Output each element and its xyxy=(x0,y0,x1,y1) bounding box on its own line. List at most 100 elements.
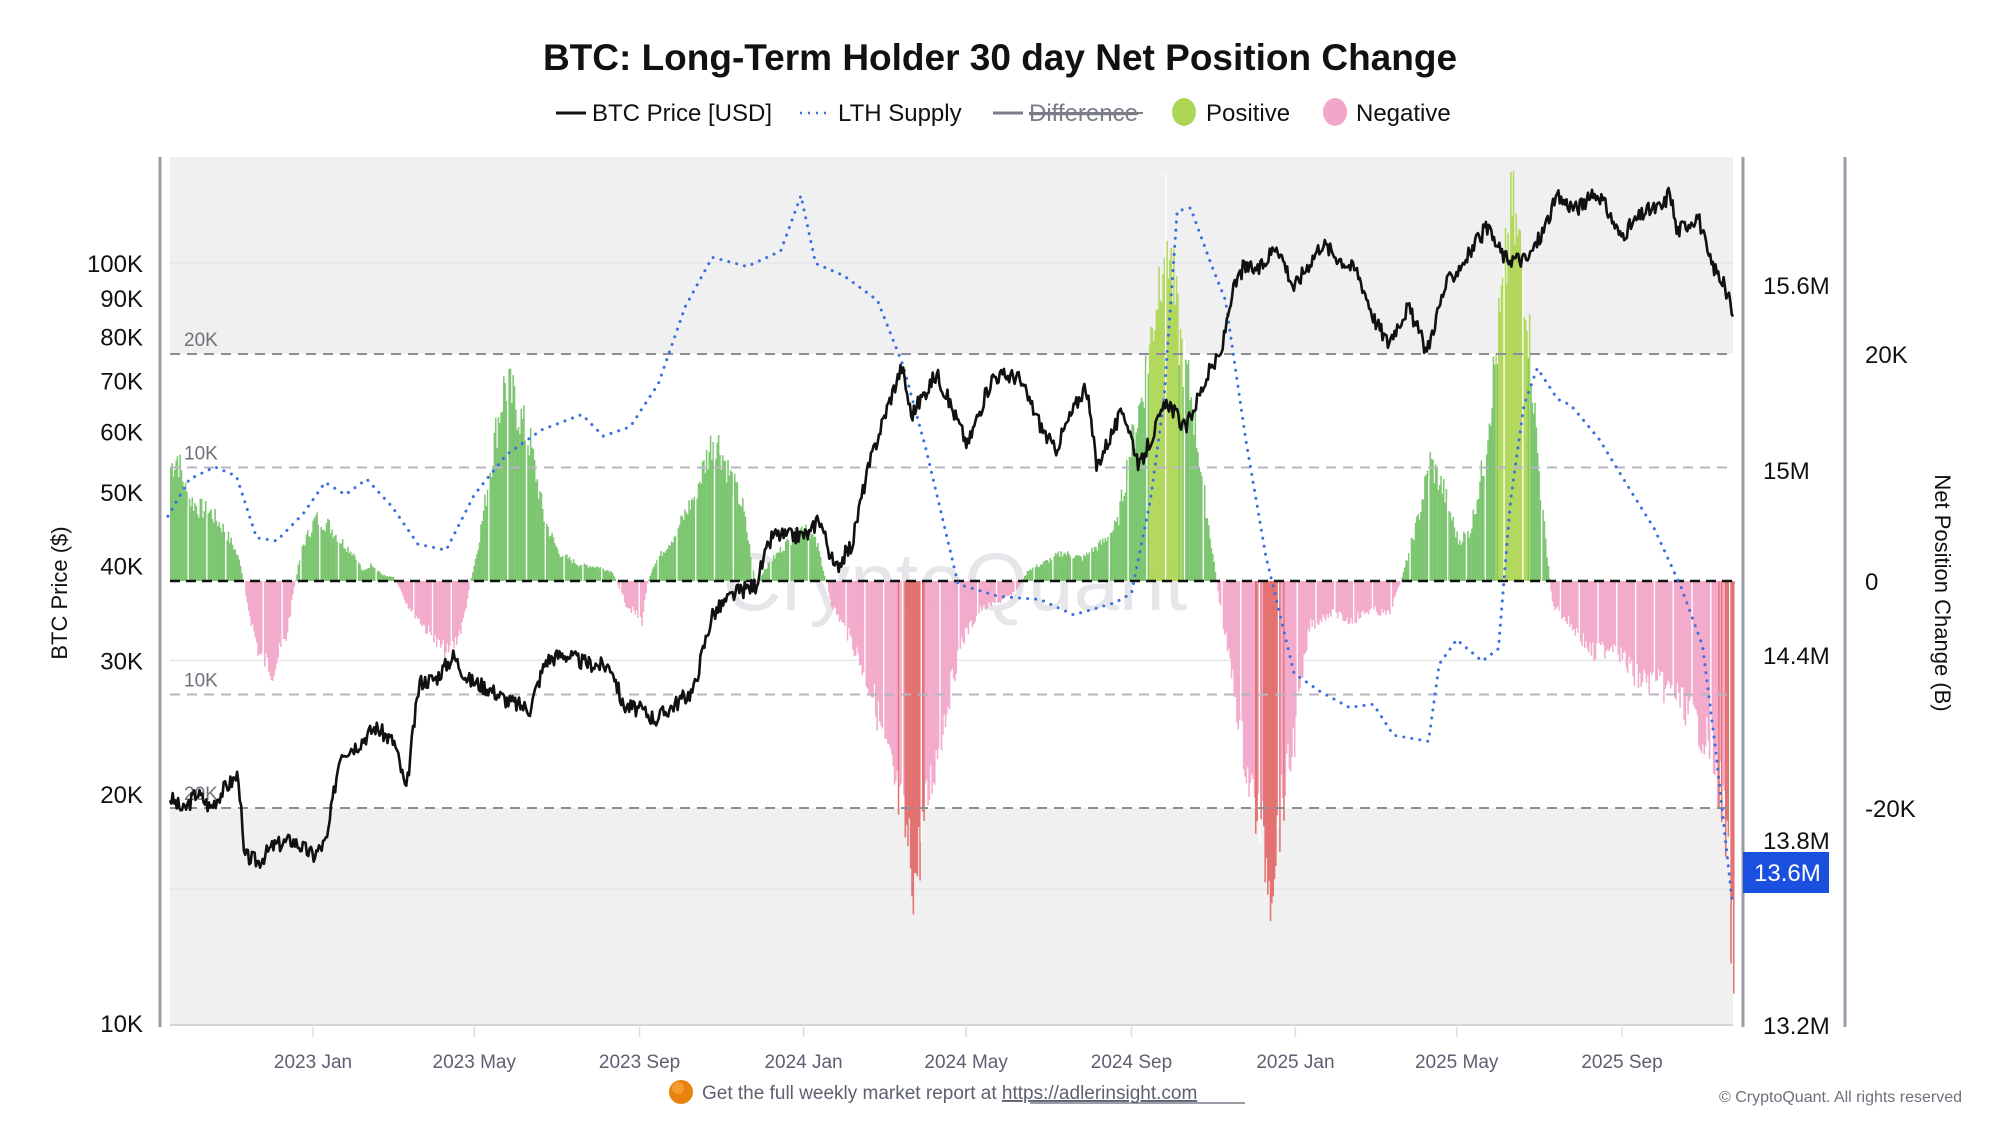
negative-bar xyxy=(1574,581,1577,636)
legend-item-negative[interactable]: Negative xyxy=(1323,98,1451,127)
negative-bar xyxy=(1229,581,1232,659)
positive-bar xyxy=(1032,567,1034,581)
positive-bar xyxy=(609,572,611,581)
positive-bar xyxy=(607,570,610,581)
positive-bar xyxy=(1202,475,1205,581)
legend-dot-icon xyxy=(1323,98,1347,126)
positive-bar xyxy=(512,375,514,581)
positive-bar xyxy=(771,561,774,581)
positive-bar xyxy=(586,565,588,581)
negative-bar xyxy=(282,581,285,639)
positive-bar xyxy=(535,481,537,581)
legend-item-positive[interactable]: Positive xyxy=(1172,98,1290,127)
negative-bar xyxy=(415,581,418,617)
positive-bar xyxy=(1448,510,1450,581)
positive-bar xyxy=(1087,554,1089,581)
legend-dot-icon xyxy=(1172,98,1196,126)
positive-bar xyxy=(794,528,796,581)
negative-bar xyxy=(994,581,997,604)
positive-bar xyxy=(1532,413,1535,581)
positive-bar xyxy=(531,447,533,581)
positive-bar xyxy=(312,520,314,581)
negative-bar xyxy=(1220,581,1222,606)
negative-bar xyxy=(1652,581,1654,672)
negative-bar xyxy=(1703,581,1706,755)
positive-bar xyxy=(1429,452,1432,581)
negative-bar xyxy=(1283,581,1285,821)
positive-bar xyxy=(703,460,705,581)
negative-bar xyxy=(413,581,415,609)
positive-bar xyxy=(1528,314,1531,581)
positive-bar xyxy=(494,417,497,581)
positive-bar xyxy=(555,546,557,581)
negative-bar xyxy=(1601,581,1603,643)
negative-bar xyxy=(1367,581,1370,615)
positive-bar xyxy=(578,566,580,581)
positive-bar xyxy=(1543,521,1546,581)
negative-bar xyxy=(288,581,290,618)
negative-bar xyxy=(834,581,837,609)
negative-bar xyxy=(1330,581,1332,617)
positive-bar xyxy=(759,578,762,581)
positive-bar xyxy=(1177,293,1179,581)
negative-bar xyxy=(1324,581,1327,621)
positive-bar xyxy=(1441,493,1444,581)
positive-bar xyxy=(1152,341,1155,581)
positive-bar xyxy=(822,570,825,581)
negative-bar xyxy=(1218,581,1221,603)
positive-bar xyxy=(1046,559,1049,581)
negative-bar xyxy=(1351,581,1354,624)
positive-bar xyxy=(1496,364,1499,581)
legend-item-difference[interactable]: Difference xyxy=(993,100,1143,127)
negative-bar xyxy=(439,581,442,648)
negative-bar xyxy=(982,581,984,606)
positive-bar xyxy=(1037,567,1039,581)
positive-bar xyxy=(532,448,535,581)
positive-bar xyxy=(1210,548,1213,581)
negative-bar xyxy=(1240,581,1242,712)
negative-bar xyxy=(1700,581,1703,754)
positive-bar xyxy=(543,521,545,581)
positive-bar xyxy=(321,529,324,581)
negative-bar xyxy=(462,581,465,618)
positive-bar xyxy=(1424,476,1426,581)
negative-bar xyxy=(909,581,912,869)
positive-bar xyxy=(776,552,779,581)
positive-bar xyxy=(498,422,501,581)
negative-bar xyxy=(1297,581,1300,692)
legend-item-btc-price[interactable]: BTC Price [USD] xyxy=(556,100,772,127)
positive-bar xyxy=(684,509,686,581)
positive-bar xyxy=(574,563,576,581)
positive-bar xyxy=(328,520,330,581)
negative-bar xyxy=(1245,581,1248,784)
positive-bar xyxy=(359,564,361,581)
negative-bar xyxy=(1307,581,1309,629)
x-tick-label: 2023 May xyxy=(433,1052,517,1073)
negative-bar xyxy=(1592,581,1594,643)
positive-bar xyxy=(806,533,809,581)
negative-bar xyxy=(972,581,975,625)
positive-bar xyxy=(1414,522,1417,581)
positive-bar xyxy=(1480,460,1483,581)
legend-label: BTC Price [USD] xyxy=(592,100,772,127)
positive-bar xyxy=(1104,538,1107,581)
negative-bar xyxy=(266,581,269,658)
negative-bar xyxy=(869,581,872,696)
promo-link[interactable]: https://adlerinsight.com xyxy=(1002,1083,1197,1104)
negative-bar xyxy=(1557,581,1559,607)
positive-bar xyxy=(325,522,328,581)
negative-bar xyxy=(1241,581,1244,721)
positive-bar xyxy=(1162,274,1164,581)
positive-bar xyxy=(1460,544,1462,581)
legend-item-lth-supply[interactable]: LTH Supply xyxy=(800,100,962,127)
negative-bar xyxy=(1594,581,1597,660)
netpos-tick-label: 20K xyxy=(1865,342,1908,369)
positive-bar xyxy=(707,469,709,581)
negative-bar xyxy=(290,581,293,601)
positive-bar xyxy=(1487,440,1489,581)
supply-axis-ticks: 15.6M 15M 14.4M 13.8M 13.2M xyxy=(1763,273,1830,1040)
positive-bar xyxy=(587,567,590,581)
positive-bar xyxy=(731,471,733,581)
negative-bar xyxy=(1322,581,1324,615)
negative-bar xyxy=(1696,581,1699,716)
